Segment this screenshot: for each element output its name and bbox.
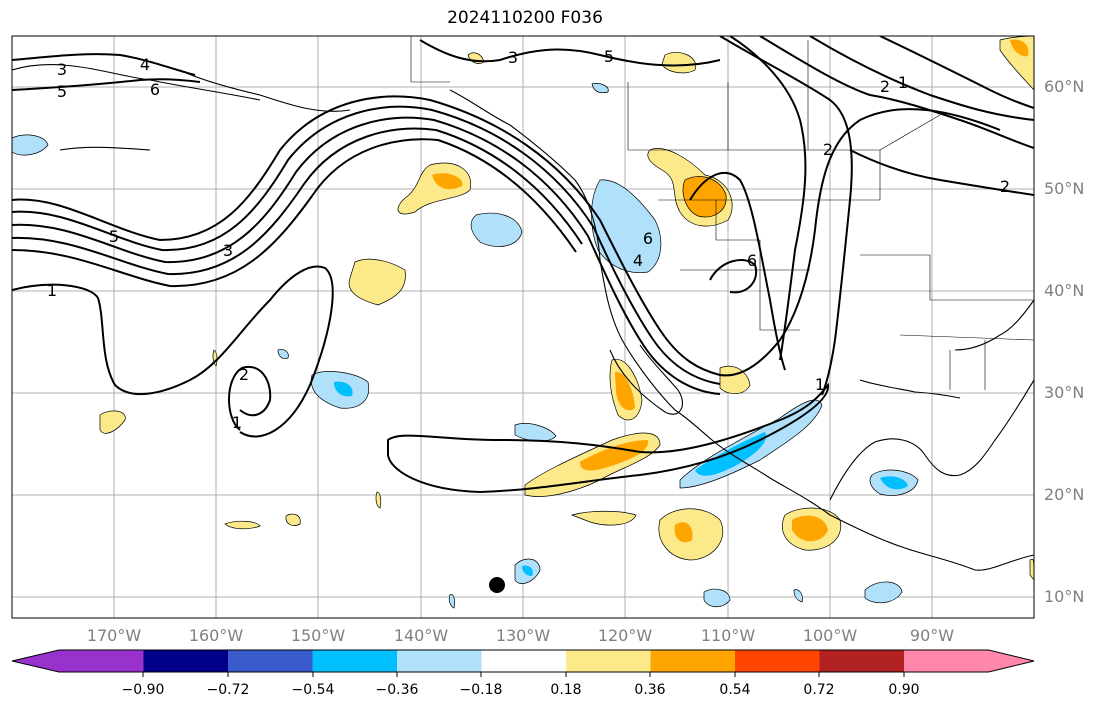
colorbar-segment (228, 650, 313, 672)
map-title: 2024110200 F036 (447, 8, 603, 28)
map-border (11, 35, 1035, 619)
colorbar-tick-label: −0.54 (291, 682, 335, 698)
colorbar-segment (735, 650, 820, 672)
colorbar-outline (11, 649, 1035, 673)
state-borders (410, 36, 1034, 390)
lat-label-60n: 60°N (1044, 77, 1085, 96)
colorbar-segment (59, 650, 144, 672)
lon-label-150w: 150°W (290, 626, 346, 645)
lon-label-160w: 160°W (188, 626, 244, 645)
svg-text:2: 2 (1000, 177, 1010, 196)
colorbar-tick-label: 0.72 (803, 682, 835, 698)
svg-text:2: 2 (239, 365, 249, 384)
contour-labels: 3 4 5 6 3 5 1 2 5 3 1 2 1 6 4 6 2 2 1 (47, 47, 1010, 432)
colorbar-ticks (142, 672, 905, 677)
svg-text:4: 4 (633, 251, 643, 270)
colorbar-segment (566, 650, 651, 672)
colorbar-segment (481, 650, 567, 672)
lat-label-20n: 20°N (1044, 485, 1085, 504)
svg-text:6: 6 (643, 229, 653, 248)
svg-text:1: 1 (815, 375, 825, 394)
colorbar-extend-right (988, 650, 1034, 672)
colorbar-tick-label: 0.36 (634, 682, 666, 698)
svg-text:5: 5 (604, 47, 614, 66)
lon-label-130w: 130°W (495, 626, 551, 645)
contours (12, 36, 1034, 494)
svg-text:6: 6 (150, 80, 160, 99)
lon-label-140w: 140°W (393, 626, 449, 645)
lon-label-110w: 110°W (700, 626, 756, 645)
svg-text:2: 2 (880, 77, 890, 96)
svg-text:5: 5 (109, 227, 119, 246)
colorbar-tick-label: 0.18 (550, 682, 582, 698)
colorbar-tick-label: −0.18 (459, 682, 503, 698)
colorbar-segment (143, 650, 229, 672)
svg-text:1: 1 (898, 73, 908, 92)
colorbar-tick-label: −0.90 (121, 682, 165, 698)
colorbar-segment (650, 650, 736, 672)
svg-text:1: 1 (47, 281, 57, 300)
colorbar (11, 649, 1035, 673)
svg-text:1: 1 (232, 413, 242, 432)
svg-text:4: 4 (140, 55, 150, 74)
svg-text:3: 3 (508, 48, 518, 67)
lat-label-50n: 50°N (1044, 179, 1085, 198)
colorbar-segment (819, 650, 905, 672)
svg-text:6: 6 (747, 251, 757, 270)
lat-label-40n: 40°N (1044, 281, 1085, 300)
lat-label-30n: 30°N (1044, 383, 1085, 402)
svg-text:5: 5 (57, 82, 67, 101)
colorbar-tick-label: −0.72 (206, 682, 250, 698)
lon-label-170w: 170°W (86, 626, 142, 645)
svg-text:3: 3 (223, 241, 233, 260)
colorbar-tick-label: 0.54 (719, 682, 751, 698)
lat-label-10n: 10°N (1044, 587, 1085, 606)
colorbar-tick-label: 0.90 (888, 682, 920, 698)
lon-label-120w: 120°W (597, 626, 653, 645)
svg-text:2: 2 (823, 140, 833, 159)
lon-label-90w: 90°W (909, 626, 955, 645)
colorbar-segment (312, 650, 398, 672)
circle-marker (489, 577, 505, 593)
lon-label-100w: 100°W (802, 626, 858, 645)
colorbar-segment (904, 650, 989, 672)
svg-text:3: 3 (57, 60, 67, 79)
colorbar-extend-left (12, 650, 59, 672)
colorbar-segment (397, 650, 482, 672)
colorbar-tick-label: −0.36 (375, 682, 419, 698)
